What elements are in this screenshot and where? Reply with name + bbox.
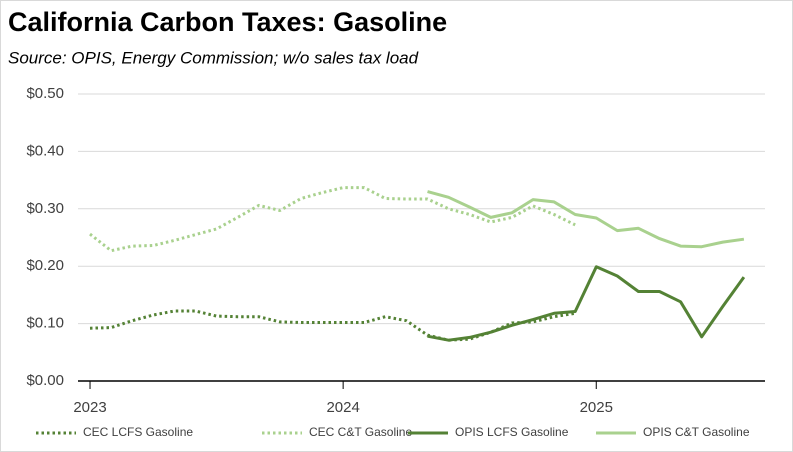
series-line xyxy=(427,265,746,342)
chart-subtitle: Source: OPIS, Energy Commission; w/o sal… xyxy=(8,48,419,67)
x-tick-label: 2023 xyxy=(73,399,106,416)
y-tick-label: $0.40 xyxy=(26,142,64,159)
y-tick-label: $0.00 xyxy=(26,372,64,389)
legend-label: OPIS LCFS Gasoline xyxy=(455,425,569,439)
x-tick-label: 2024 xyxy=(326,399,359,416)
y-tick-label: $0.30 xyxy=(26,200,64,217)
y-tick-label: $0.10 xyxy=(26,315,64,332)
legend-label: CEC C&T Gasoline xyxy=(309,425,412,439)
series-line xyxy=(89,309,576,342)
series-line xyxy=(89,186,576,253)
y-tick-label: $0.50 xyxy=(26,85,64,102)
legend-label: CEC LCFS Gasoline xyxy=(83,425,193,439)
x-tick-label: 2025 xyxy=(580,399,613,416)
chart-title: California Carbon Taxes: Gasoline xyxy=(8,7,447,37)
legend-label: OPIS C&T Gasoline xyxy=(643,425,750,439)
series-line xyxy=(427,190,745,249)
y-tick-label: $0.20 xyxy=(26,257,64,274)
